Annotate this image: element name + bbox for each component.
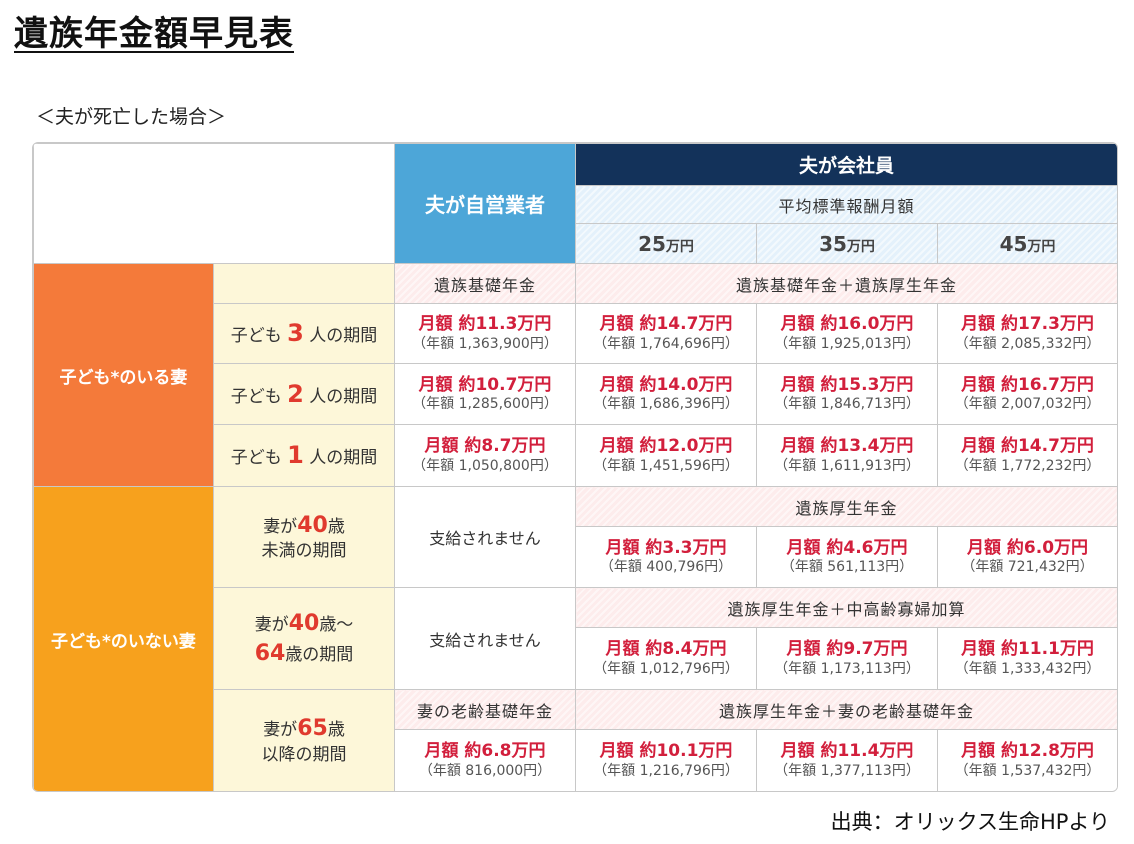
employee-header: 夫が会社員 [574, 143, 1117, 186]
salary-25-header: 25万円 [575, 223, 757, 264]
value-cell: 月額 約11.4万円 （年額 1,377,113円） [756, 729, 938, 791]
page-title: 遺族年金額早見表 [14, 14, 294, 54]
section-with-child-emp: 遺族基礎年金＋遺族厚生年金 [574, 263, 1117, 304]
value-cell: 月額 約12.8万円 （年額 1,537,432円） [936, 729, 1117, 791]
row-label-child3: 子ども 3 人の期間 [213, 303, 395, 364]
value-cell: 月額 約9.7万円 （年額 1,173,113円） [756, 627, 938, 690]
value-cell: 月額 約13.4万円 （年額 1,611,913円） [756, 424, 938, 487]
salary-45-header: 45万円 [936, 223, 1117, 264]
value-cell: 月額 約16.0万円 （年額 1,925,013円） [756, 303, 938, 364]
page-subtitle: ＜夫が死亡した場合＞ [36, 106, 227, 128]
not-paid-cell: 支給されません [394, 486, 576, 588]
value-cell: 月額 約11.1万円 （年額 1,333,432円） [936, 627, 1117, 690]
value-cell: 月額 約3.3万円 （年額 400,796円） [575, 526, 757, 588]
row-label-age40-64: 妻が40歳～ 64歳の期間 [213, 587, 395, 690]
row-label-child1: 子ども 1 人の期間 [213, 424, 395, 487]
value-cell: 月額 約4.6万円 （年額 561,113円） [756, 526, 938, 588]
value-cell: 月額 約16.7万円 （年額 2,007,032円） [936, 363, 1117, 425]
section-over65-emp: 遺族厚生年金＋妻の老齢基礎年金 [574, 689, 1117, 730]
group-no-child: 子ども*のいない妻 [33, 486, 214, 791]
salary-35-header: 35万円 [756, 223, 938, 264]
section-age40-64-emp: 遺族厚生年金＋中高齢寡婦加算 [574, 587, 1117, 628]
row-label-under40: 妻が40歳 未満の期間 [213, 486, 395, 588]
self-employed-header: 夫が自営業者 [394, 143, 576, 264]
table-corner [33, 143, 395, 264]
group-with-child: 子ども*のいる妻 [33, 263, 214, 487]
value-cell: 月額 約14.0万円 （年額 1,686,396円） [575, 363, 757, 425]
section-over65-self: 妻の老齢基礎年金 [394, 689, 576, 730]
avg-salary-header: 平均標準報酬月額 [574, 185, 1117, 224]
value-cell: 月額 約10.7万円 （年額 1,285,600円） [394, 363, 576, 425]
value-cell: 月額 約15.3万円 （年額 1,846,713円） [756, 363, 938, 425]
value-cell: 月額 約6.0万円 （年額 721,432円） [936, 526, 1117, 588]
section-with-child-self: 遺族基礎年金 [394, 263, 576, 304]
value-cell: 月額 約14.7万円 （年額 1,764,696円） [575, 303, 757, 364]
value-cell: 月額 約8.7万円 （年額 1,050,800円） [394, 424, 576, 487]
value-cell: 月額 約11.3万円 （年額 1,363,900円） [394, 303, 576, 364]
value-cell: 月額 約10.1万円 （年額 1,216,796円） [575, 729, 757, 791]
value-cell: 月額 約14.7万円 （年額 1,772,232円） [936, 424, 1117, 487]
value-cell: 月額 約8.4万円 （年額 1,012,796円） [575, 627, 757, 690]
value-cell: 月額 約6.8万円 （年額 816,000円） [394, 729, 576, 791]
pension-grid: 夫が自営業者 夫が会社員 平均標準報酬月額 25万円 35万円 45万円 子ども… [33, 143, 1117, 791]
row-label-over65: 妻が65歳 以降の期間 [213, 689, 395, 791]
section-under40-emp: 遺族厚生年金 [574, 486, 1117, 527]
source-note: 出典：オリックス生命HPより [830, 810, 1110, 834]
blank-sub-cell [213, 263, 395, 304]
row-label-child2: 子ども 2 人の期間 [213, 363, 395, 425]
value-cell: 月額 約17.3万円 （年額 2,085,332円） [936, 303, 1117, 364]
value-cell: 月額 約12.0万円 （年額 1,451,596円） [575, 424, 757, 487]
not-paid-cell: 支給されません [394, 587, 576, 690]
pension-table: 夫が自営業者 夫が会社員 平均標準報酬月額 25万円 35万円 45万円 子ども… [32, 142, 1118, 792]
